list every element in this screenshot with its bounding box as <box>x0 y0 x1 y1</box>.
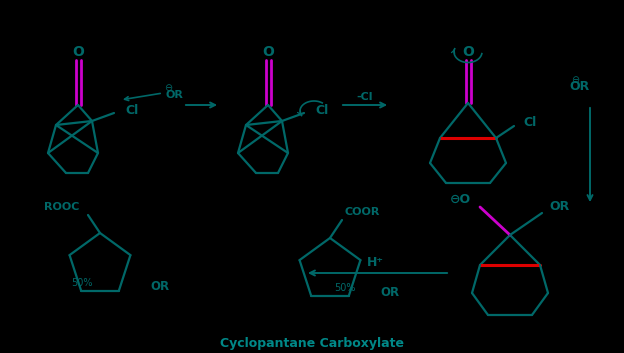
Text: O: O <box>72 45 84 59</box>
Text: ⊖: ⊖ <box>164 83 172 93</box>
Text: Cl: Cl <box>315 104 329 118</box>
Text: Cl: Cl <box>524 115 537 128</box>
Text: Cyclopantane Carboxylate: Cyclopantane Carboxylate <box>220 336 404 349</box>
Text: ⊖O: ⊖O <box>449 192 470 205</box>
Text: OR: OR <box>165 90 183 100</box>
Text: OR: OR <box>150 281 170 293</box>
Text: ROOC: ROOC <box>44 202 80 212</box>
Text: OR: OR <box>381 286 399 299</box>
Text: 50%: 50% <box>334 283 356 293</box>
Text: H⁺: H⁺ <box>366 257 384 269</box>
Text: O: O <box>462 45 474 59</box>
Text: O: O <box>262 45 274 59</box>
Text: ⊖: ⊖ <box>571 75 579 85</box>
Text: COOR: COOR <box>344 207 379 217</box>
Text: Cl: Cl <box>125 104 139 118</box>
Text: -Cl: -Cl <box>357 92 373 102</box>
Text: OR: OR <box>550 201 570 214</box>
Text: OR: OR <box>570 80 590 94</box>
Text: 50%: 50% <box>71 278 93 288</box>
